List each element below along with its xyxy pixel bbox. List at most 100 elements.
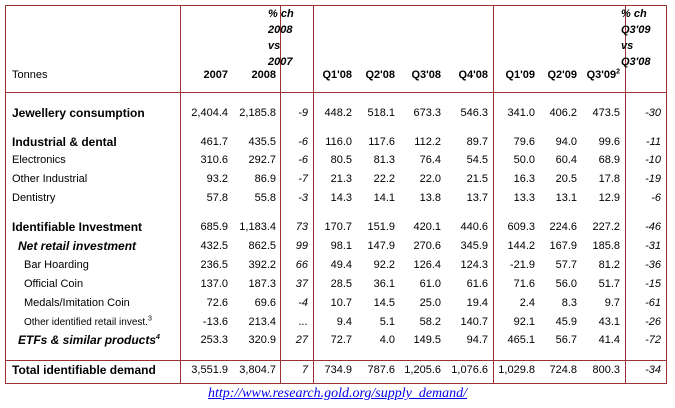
header-cell: 2007 <box>203 69 228 81</box>
cell-value: 2,185.8 <box>239 107 276 119</box>
cell-value: 292.7 <box>248 154 276 166</box>
cell-value: 21.5 <box>466 173 488 185</box>
source-link[interactable]: http://www.research.gold.org/supply_dema… <box>207 386 468 401</box>
footnote-mark: 2 <box>616 68 620 76</box>
header-cell: Q4'08 <box>458 69 488 81</box>
row-label-text: Net retail investment <box>18 239 137 253</box>
cell-value: 187.3 <box>248 278 276 290</box>
cell-value: 1,029.8 <box>498 364 535 376</box>
row-label-text: Bar Hoarding <box>24 259 89 271</box>
row-label: ETFs & similar products4 <box>18 334 160 347</box>
cell-value: -3 <box>298 192 308 204</box>
row-label: Net retail investment <box>18 240 136 253</box>
cell-value: 45.9 <box>555 316 577 328</box>
cell-value: 36.1 <box>373 278 395 290</box>
cell-value: 58.2 <box>419 316 441 328</box>
cell-value: -7 <box>298 173 308 185</box>
header-cell: 2007 <box>268 56 293 68</box>
cell-value: 9.4 <box>336 316 352 328</box>
cell-value: 37 <box>295 278 308 290</box>
row-label-text: Industrial & dental <box>12 135 117 149</box>
cell-value: 149.5 <box>413 334 441 346</box>
cell-value: 94.7 <box>466 334 488 346</box>
cell-value: 41.4 <box>598 334 620 346</box>
row-label: Jewellery consumption <box>12 107 145 120</box>
cell-value: 213.4 <box>248 316 276 328</box>
row-label: Industrial & dental <box>12 136 117 149</box>
row-label-text: Medals/Imitation Coin <box>24 297 130 309</box>
row-label: Total identifiable demand <box>12 364 156 377</box>
cell-value: 140.7 <box>460 316 488 328</box>
row-label: Other identified retail invest.3 <box>24 316 152 329</box>
cell-value: 435.5 <box>248 136 276 148</box>
cell-value: 609.3 <box>507 221 535 233</box>
cell-value: ... <box>298 316 308 328</box>
header-cell: Q3'09 <box>621 24 651 36</box>
cell-value: 21.3 <box>330 173 352 185</box>
row-label-text: Official Coin <box>24 278 84 290</box>
header-cell: Q3'08 <box>411 69 441 81</box>
cell-value: 69.6 <box>254 297 276 309</box>
cell-value: -21.9 <box>509 259 535 271</box>
cell-value: 685.9 <box>200 221 228 233</box>
cell-value: 673.3 <box>413 107 441 119</box>
header-cell: Q3'092 <box>575 68 620 82</box>
header-text: Q3'09 <box>586 69 617 81</box>
cell-value: 49.4 <box>330 259 352 271</box>
cell-value: 57.8 <box>206 192 228 204</box>
cell-value: 99.6 <box>598 136 620 148</box>
cell-value: 185.8 <box>592 240 620 252</box>
cell-value: 2,404.4 <box>191 107 228 119</box>
column-rule <box>493 5 494 384</box>
cell-value: 126.4 <box>413 259 441 271</box>
cell-value: 518.1 <box>367 107 395 119</box>
cell-value: 862.5 <box>248 240 276 252</box>
cell-value: 13.8 <box>419 192 441 204</box>
row-rule <box>5 360 667 361</box>
cell-value: 20.5 <box>555 173 577 185</box>
cell-value: 72.6 <box>206 297 228 309</box>
cell-value: 51.7 <box>598 278 620 290</box>
header-cell: % ch <box>268 8 294 20</box>
cell-value: 92.2 <box>373 259 395 271</box>
cell-value: 14.5 <box>373 297 395 309</box>
cell-value: 27 <box>295 334 308 346</box>
cell-value: 147.9 <box>367 240 395 252</box>
header-cell: % ch <box>621 8 647 20</box>
cell-value: 144.2 <box>507 240 535 252</box>
column-rule <box>280 5 281 384</box>
cell-value: 724.8 <box>549 364 577 376</box>
cell-value: 7 <box>301 364 308 376</box>
cell-value: 56.0 <box>555 278 577 290</box>
cell-value: -6 <box>298 154 308 166</box>
cell-value: 473.5 <box>592 107 620 119</box>
header-cell: 2008 <box>251 69 276 81</box>
cell-value: 61.6 <box>466 278 488 290</box>
cell-value: 22.2 <box>373 173 395 185</box>
header-cell: Q2'08 <box>365 69 395 81</box>
cell-value: 66 <box>295 259 308 271</box>
cell-value: 151.9 <box>367 221 395 233</box>
cell-value: 461.7 <box>200 136 228 148</box>
header-cell: vs <box>621 40 634 52</box>
cell-value: 9.7 <box>604 297 620 309</box>
cell-value: 546.3 <box>460 107 488 119</box>
header-cell: 2008 <box>268 24 293 36</box>
cell-value: 61.0 <box>419 278 441 290</box>
column-rule <box>625 5 626 384</box>
cell-value: 440.6 <box>460 221 488 233</box>
cell-value: 12.9 <box>598 192 620 204</box>
cell-value: 60.4 <box>555 154 577 166</box>
cell-value: 4.0 <box>379 334 395 346</box>
cell-value: 406.2 <box>549 107 577 119</box>
cell-value: -9 <box>298 107 308 119</box>
cell-value: -13.6 <box>202 316 228 328</box>
row-label: Medals/Imitation Coin <box>24 297 130 310</box>
cell-value: 787.6 <box>367 364 395 376</box>
cell-value: 89.7 <box>466 136 488 148</box>
cell-value: 13.1 <box>555 192 577 204</box>
cell-value: -11 <box>645 136 661 148</box>
cell-value: 71.6 <box>513 278 535 290</box>
header-cell: Q3'08 <box>621 56 651 68</box>
cell-value: 17.8 <box>598 173 620 185</box>
